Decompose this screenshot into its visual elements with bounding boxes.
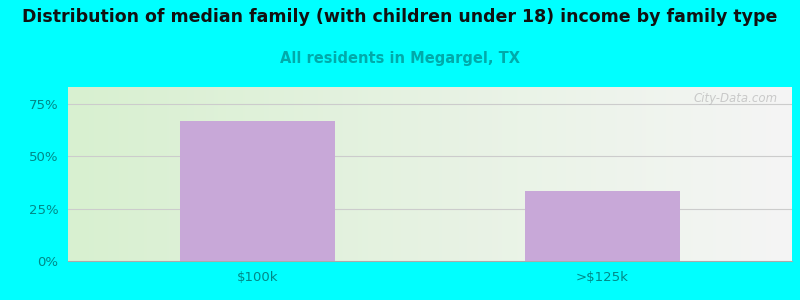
Text: City-Data.com: City-Data.com bbox=[694, 92, 778, 105]
Text: All residents in Megargel, TX: All residents in Megargel, TX bbox=[280, 51, 520, 66]
Bar bbox=[180, 121, 335, 261]
Text: Distribution of median family (with children under 18) income by family type: Distribution of median family (with chil… bbox=[22, 8, 778, 26]
Bar bbox=[525, 191, 680, 261]
